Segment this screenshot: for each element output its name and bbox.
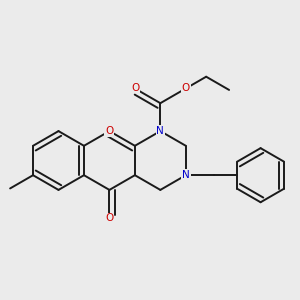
Text: O: O [105, 214, 113, 224]
Text: O: O [182, 82, 190, 92]
Text: N: N [157, 126, 164, 136]
Text: O: O [131, 82, 139, 92]
Text: N: N [182, 170, 190, 180]
Text: O: O [105, 126, 113, 136]
